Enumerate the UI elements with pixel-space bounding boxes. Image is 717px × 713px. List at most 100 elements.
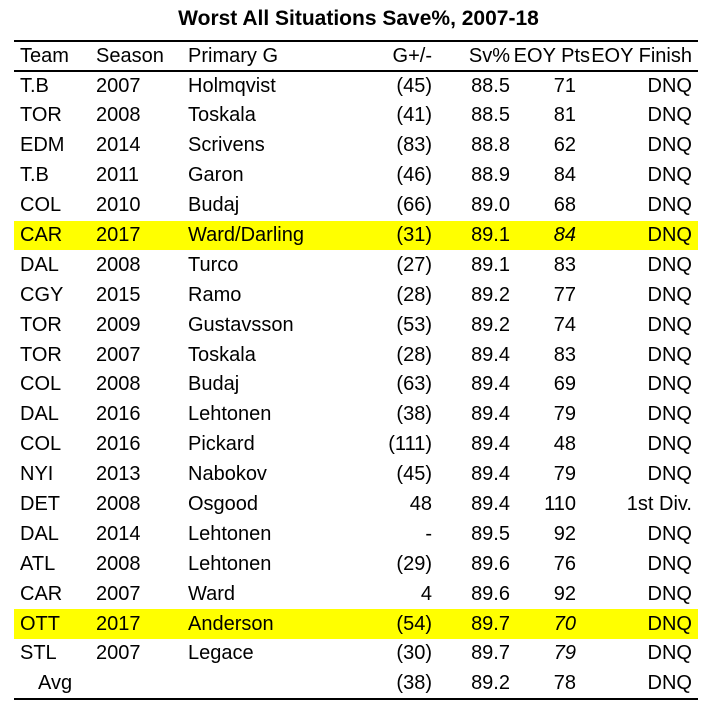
cell-save-pct: 89.1 (471, 253, 510, 276)
cell-eoy-points: 79 (553, 463, 576, 486)
cell-goals-plus-minus: (38) (396, 403, 432, 426)
cell-team: OTT (14, 609, 92, 640)
cell-eoy-finish: DNQ (647, 164, 692, 187)
cell-eoy-points: 83 (553, 253, 576, 276)
table-row: CAR 2017 Ward/Darling (31) 89.1 84 DNQ (14, 220, 698, 251)
header-goals-plus-minus: G+/- (354, 40, 432, 72)
cell-goalie: Lehtonen (188, 403, 272, 426)
cell-eoy-finish: DNQ (647, 194, 692, 217)
cell-eoy-finish: DNQ (647, 552, 692, 575)
cell-goalie: Lehtonen (188, 552, 272, 575)
table-row: STL 2007 Legace (30) 89.7 79 DNQ (14, 639, 698, 669)
average-row: Avg (38) 89.2 78 DNQ (14, 668, 698, 700)
cell-save-pct: 89.4 (471, 433, 510, 456)
table-row: DAL 2014 Lehtonen - 89.5 92 DNQ (14, 519, 698, 549)
cell-eoy-points: 70 (510, 609, 590, 640)
table-row: TOR 2009 Gustavsson (53) 89.2 74 DNQ (14, 310, 698, 340)
cell-eoy-finish: DNQ (647, 283, 692, 306)
cell-goalie: Anderson (184, 609, 354, 640)
cell-eoy-points: 48 (553, 433, 576, 456)
cell-save-pct: 89.7 (432, 609, 510, 640)
header-eoy-points: EOY Pts (510, 40, 590, 72)
cell-goalie: Budaj (188, 194, 240, 217)
cell-season: 2014 (96, 134, 141, 157)
table-row: OTT 2017 Anderson (54) 89.7 70 DNQ (14, 609, 698, 640)
cell-save-pct: 89.4 (471, 463, 510, 486)
cell-eoy-points: 76 (553, 552, 576, 575)
cell-goals-plus-minus: (27) (396, 253, 432, 276)
cell-season: 2016 (96, 403, 141, 426)
average-eoy-finish: DNQ (590, 668, 698, 700)
cell-save-pct: 89.7 (471, 642, 510, 665)
cell-eoy-points: 68 (553, 194, 576, 217)
cell-eoy-finish: DNQ (647, 104, 692, 127)
cell-goals-plus-minus: 48 (409, 493, 432, 516)
cell-season: 2007 (96, 642, 141, 665)
cell-team: T.B (20, 75, 49, 97)
cell-eoy-points: 79 (553, 403, 576, 426)
cell-goalie: Toskala (188, 104, 256, 127)
cell-goalie: Nabokov (188, 463, 267, 486)
cell-save-pct: 89.6 (471, 582, 510, 605)
cell-goalie: Ward (188, 582, 236, 605)
cell-goals-plus-minus: (31) (354, 220, 432, 251)
cell-goalie: Gustavsson (188, 313, 294, 336)
cell-save-pct: 89.4 (471, 493, 510, 516)
cell-season: 2011 (96, 164, 140, 187)
header-season: Season (92, 40, 184, 72)
cell-goals-plus-minus: (41) (396, 104, 432, 127)
cell-goalie: Turco (188, 253, 239, 276)
cell-goalie: Legace (188, 642, 254, 665)
cell-season: 2009 (96, 313, 141, 336)
table-row: DAL 2016 Lehtonen (38) 89.4 79 DNQ (14, 400, 698, 430)
header-team: Team (14, 40, 92, 72)
cell-team: DAL (20, 253, 59, 276)
cell-eoy-points: 83 (553, 343, 576, 366)
cell-save-pct: 89.4 (471, 343, 510, 366)
cell-eoy-points: 62 (553, 134, 576, 157)
cell-team: COL (20, 433, 62, 456)
table-row: NYI 2013 Nabokov (45) 89.4 79 DNQ (14, 460, 698, 490)
average-goals-plus-minus: (38) (354, 668, 432, 700)
cell-goals-plus-minus: (28) (396, 343, 432, 366)
cell-save-pct: 88.5 (471, 75, 510, 97)
cell-team: COL (20, 373, 62, 396)
cell-save-pct: 88.8 (471, 134, 510, 157)
cell-team: NYI (20, 463, 54, 486)
cell-eoy-finish: DNQ (590, 609, 698, 640)
cell-team: TOR (20, 104, 62, 127)
cell-save-pct: 89.2 (471, 313, 510, 336)
table-row: ATL 2008 Lehtonen (29) 89.6 76 DNQ (14, 549, 698, 579)
table-row: COL 2010 Budaj (66) 89.0 68 DNQ (14, 191, 698, 221)
table-row: CGY 2015 Ramo (28) 89.2 77 DNQ (14, 280, 698, 310)
table-row: DET 2008 Osgood 48 89.4 110 1st Div. (14, 490, 698, 520)
cell-team: COL (20, 194, 62, 217)
cell-season: 2008 (96, 493, 141, 516)
cell-eoy-finish: DNQ (647, 75, 692, 97)
cell-season: 2008 (96, 253, 141, 276)
cell-season: 2014 (96, 522, 141, 545)
cell-eoy-points: 81 (553, 104, 576, 127)
cell-eoy-finish: DNQ (647, 433, 692, 456)
cell-goalie: Holmqvist (188, 75, 276, 97)
cell-team: TOR (20, 343, 62, 366)
cell-season: 2010 (96, 194, 141, 217)
cell-eoy-finish: DNQ (647, 642, 692, 665)
cell-save-pct: 89.4 (471, 403, 510, 426)
cell-goalie: Garon (188, 164, 244, 187)
cell-eoy-finish: DNQ (647, 253, 692, 276)
cell-team: STL (20, 642, 57, 665)
table-row: EDM 2014 Scrivens (83) 88.8 62 DNQ (14, 131, 698, 161)
cell-team: DAL (20, 522, 59, 545)
table-row: T.B 2011 Garon (46) 88.9 84 DNQ (14, 161, 698, 191)
cell-season: 2007 (96, 582, 141, 605)
cell-eoy-points: 77 (553, 283, 576, 306)
average-label: Avg (14, 668, 354, 700)
cell-eoy-finish: DNQ (590, 220, 698, 251)
cell-goals-plus-minus: (54) (354, 609, 432, 640)
cell-save-pct: 89.6 (471, 552, 510, 575)
cell-goals-plus-minus: 4 (420, 582, 432, 605)
cell-eoy-points: 71 (553, 75, 576, 97)
cell-goals-plus-minus: (53) (396, 313, 432, 336)
